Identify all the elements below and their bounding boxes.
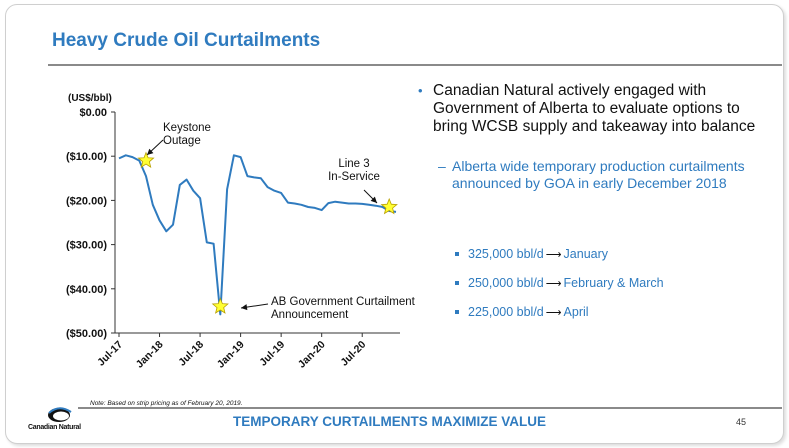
curtailment-item-1: 325,000 bbl/d ⟶ January — [455, 247, 608, 261]
bullet-dot-icon: • — [418, 83, 423, 98]
x-tick-label: Jan-20 — [296, 339, 328, 371]
curtailment-volume: 325,000 bbl/d — [468, 247, 544, 261]
x-tick-label: Jul-20 — [338, 339, 368, 369]
price-line — [118, 154, 397, 316]
annotation-label: In-Service — [328, 171, 380, 183]
logo-text: Canadian Natural — [28, 424, 81, 431]
annotation-label: Keystone — [163, 122, 211, 134]
y-tick-label: ($40.00) — [66, 284, 107, 296]
x-tick-label: Jul-19 — [257, 339, 287, 369]
y-tick-label: ($20.00) — [66, 195, 107, 207]
annotation-label: Line 3 — [338, 158, 369, 170]
star-marker-icon — [380, 197, 398, 215]
annotation-label: Announcement — [271, 309, 349, 321]
x-axis: Jul-17 Jan-18 Jul-18 Jan-19 Jul-19 Jan-20 Jul-… — [95, 332, 400, 371]
x-tick-label: Jan-18 — [134, 339, 166, 371]
bullet-main-text: Canadian Natural actively engaged with G… — [433, 82, 756, 135]
x-tick-label: Jan-19 — [215, 339, 247, 371]
star-marker-icon — [137, 151, 155, 168]
curtailment-item-3: 225,000 bbl/d ⟶ April — [455, 305, 589, 319]
y-tick-label: ($10.00) — [66, 151, 107, 163]
curtailment-item-2: 250,000 bbl/d ⟶ February & March — [455, 276, 664, 290]
dash-icon: – — [438, 158, 446, 174]
x-tick-label: Jul-17 — [95, 339, 125, 369]
logo-mark-icon — [48, 407, 72, 422]
company-logo: Canadian Natural — [28, 403, 94, 435]
y-axis: $0.00 ($10.00) ($20.00) ($30.00) ($40.00) ($5… — [66, 107, 116, 340]
right-arrow-icon: ⟶ — [545, 249, 562, 261]
curtailment-period: April — [563, 305, 589, 319]
curtailment-volume: 225,000 bbl/d — [468, 305, 544, 319]
y-axis-unit-label: (US$/bbl) — [68, 93, 112, 104]
y-tick-label: $0.00 — [79, 107, 107, 119]
bullet-list: • Canadian Natural actively engaged with… — [418, 82, 763, 192]
bullet-sub-text: Alberta wide temporary production curtai… — [452, 158, 745, 191]
curtailment-period: January — [563, 247, 609, 261]
slide-frame — [5, 4, 784, 444]
footer-tagline: TEMPORARY CURTAILMENTS MAXIMIZE VALUE — [233, 414, 546, 429]
arrowhead-icon — [147, 148, 154, 155]
y-tick-label: ($30.00) — [66, 240, 107, 252]
y-tick-label: ($50.00) — [66, 328, 107, 340]
square-bullet-icon — [455, 280, 459, 285]
slide-title: Heavy Crude Oil Curtailments — [52, 30, 321, 51]
footnote: Note: Based on strip pricing as of Febru… — [90, 400, 243, 407]
curtailment-volume: 250,000 bbl/d — [468, 276, 544, 290]
curtailment-period: February & March — [563, 276, 664, 290]
arrowhead-icon — [241, 304, 248, 311]
footer-divider — [78, 407, 782, 409]
square-bullet-icon — [455, 309, 459, 314]
page-number: 45 — [736, 417, 747, 427]
right-arrow-icon: ⟶ — [545, 307, 562, 319]
annotation-label: Outage — [163, 135, 201, 147]
square-bullet-icon — [455, 251, 459, 256]
arrowhead-icon — [370, 196, 377, 203]
right-arrow-icon: ⟶ — [545, 278, 562, 290]
bullet-main: • Canadian Natural actively engaged with… — [418, 82, 763, 136]
annotation-label: AB Government Curtailment — [271, 296, 416, 308]
x-tick-label: Jul-18 — [176, 339, 206, 369]
bullet-sub: – Alberta wide temporary production curt… — [438, 158, 763, 192]
star-marker-icon — [211, 297, 229, 314]
title-divider — [48, 64, 782, 66]
